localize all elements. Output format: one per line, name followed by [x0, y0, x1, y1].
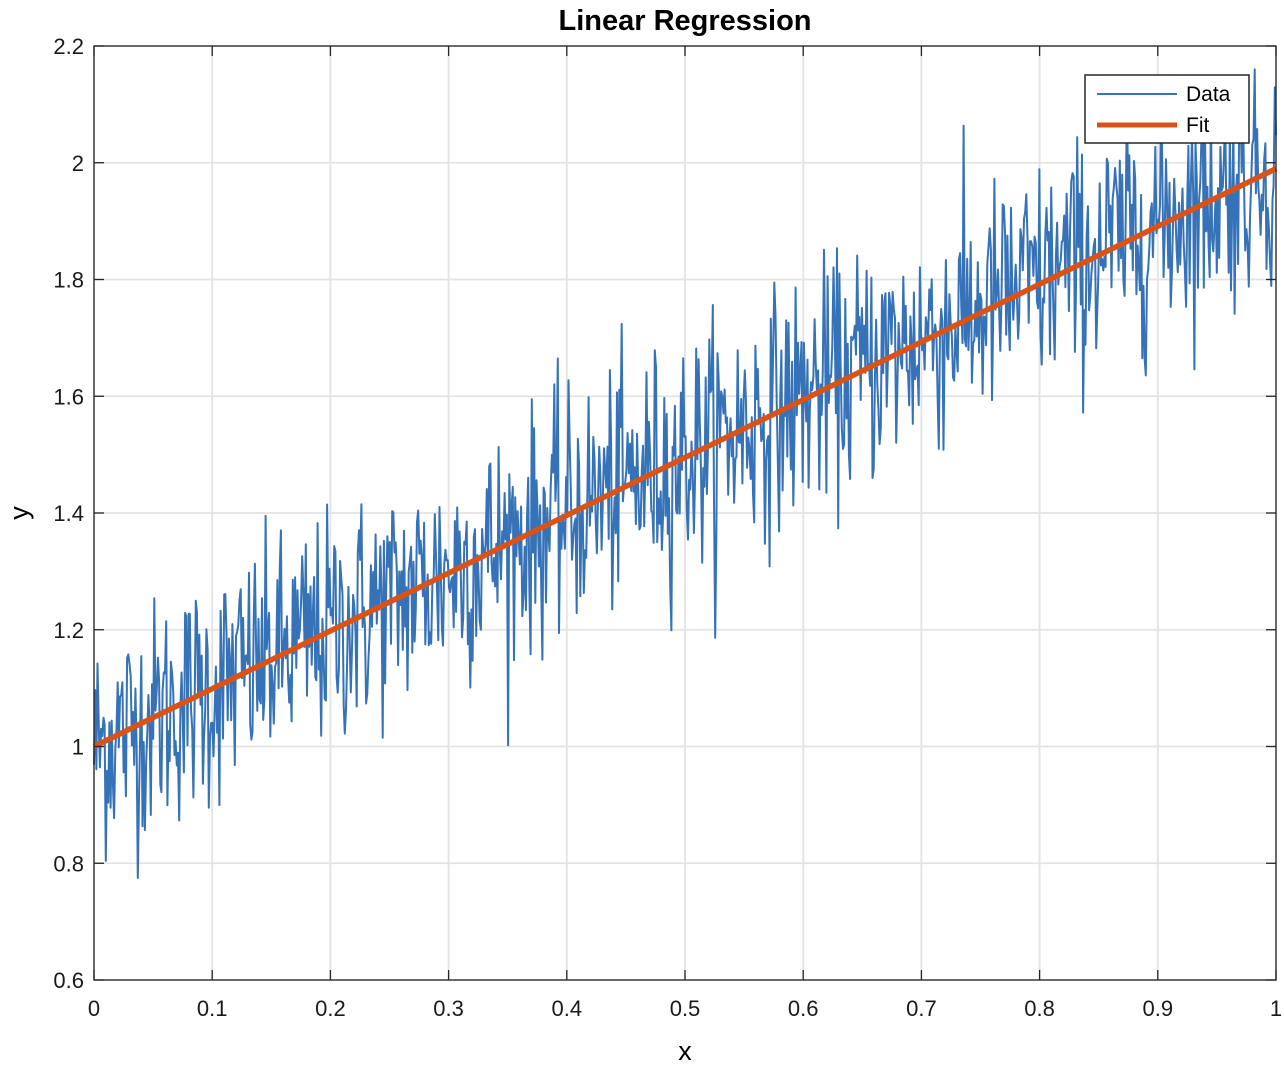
y-tick-label: 0.6 [53, 968, 84, 993]
legend-box [1084, 74, 1250, 144]
y-tick-label: 1.2 [53, 618, 84, 643]
x-tick-labels: 0 0.1 0.2 0.3 0.4 0.5 0.6 0.7 0.8 0.9 1 [88, 996, 1282, 1021]
x-tick-label: 0.8 [1024, 996, 1055, 1021]
chart-title: Linear Regression [558, 5, 811, 37]
y-axis-label: y [4, 506, 34, 520]
y-tick-label: 0.8 [53, 851, 84, 876]
y-tick-label: 1.8 [53, 268, 84, 293]
x-tick-label: 0.3 [433, 996, 464, 1021]
y-tick-label: 1.4 [53, 501, 84, 526]
x-tick-label: 0.2 [315, 996, 346, 1021]
x-axis-label: x [678, 1036, 692, 1066]
x-tick-label: 0.7 [906, 996, 937, 1021]
x-tick-label: 0.4 [552, 996, 583, 1021]
x-tick-label: 0.5 [670, 996, 701, 1021]
x-tick-label: 1 [1270, 996, 1282, 1021]
x-tick-label: 0.6 [788, 996, 819, 1021]
legend-data-label: Data [1186, 83, 1231, 106]
y-tick-label: 2 [72, 151, 84, 176]
y-tick-label: 1 [72, 735, 84, 760]
legend-fit-label: Fit [1186, 114, 1209, 137]
y-tick-label: 1.6 [53, 384, 84, 409]
plot-series [92, 68, 1278, 879]
fit-series-line [92, 166, 1278, 749]
y-tick-label: 2.2 [53, 34, 84, 59]
y-tick-labels: 0.6 0.8 1 1.2 1.4 1.6 1.8 2 2.2 [53, 34, 84, 993]
data-series-line [93, 68, 1277, 879]
legend: Data Fit [1084, 74, 1250, 144]
x-tick-label: 0.1 [197, 996, 228, 1021]
axis-ticks [93, 45, 1277, 981]
x-tick-label: 0 [88, 996, 100, 1021]
x-tick-label: 0.9 [1143, 996, 1174, 1021]
